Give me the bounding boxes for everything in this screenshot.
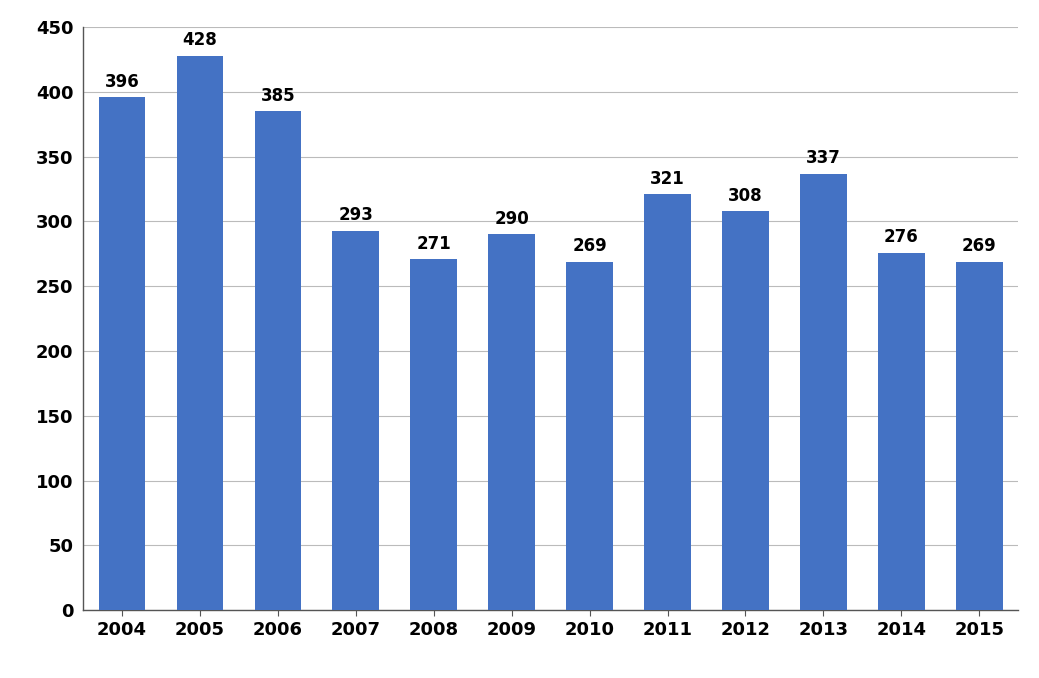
Text: 269: 269 xyxy=(962,237,996,255)
Text: 271: 271 xyxy=(417,235,451,253)
Bar xyxy=(722,211,769,610)
Text: 269: 269 xyxy=(572,237,607,255)
Text: 396: 396 xyxy=(105,73,139,91)
Text: 385: 385 xyxy=(261,87,295,105)
Text: 337: 337 xyxy=(806,149,841,167)
Bar xyxy=(410,259,457,610)
Bar xyxy=(488,235,535,610)
Bar xyxy=(800,174,847,610)
Bar xyxy=(332,231,379,610)
Bar xyxy=(566,262,613,610)
Bar xyxy=(644,195,691,610)
Bar xyxy=(177,56,223,610)
Text: 428: 428 xyxy=(183,31,217,49)
Text: 276: 276 xyxy=(884,228,918,246)
Bar xyxy=(878,253,925,610)
Bar xyxy=(255,111,301,610)
Text: 290: 290 xyxy=(495,210,529,228)
Text: 321: 321 xyxy=(650,170,685,188)
Text: 308: 308 xyxy=(728,186,763,205)
Text: 293: 293 xyxy=(339,206,373,224)
Bar xyxy=(956,262,1003,610)
Bar xyxy=(99,97,145,610)
